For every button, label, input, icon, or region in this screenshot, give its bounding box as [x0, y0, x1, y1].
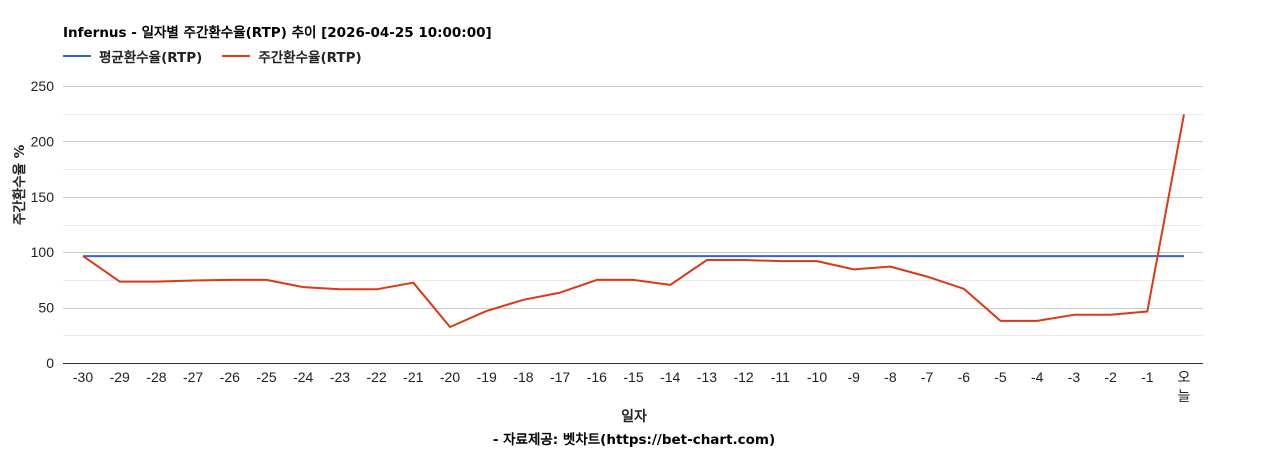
x-tick-label: -20: [440, 369, 460, 385]
x-tick-label: -23: [330, 369, 350, 385]
x-tick-label: -29: [110, 369, 130, 385]
x-tick-label: -1: [1141, 369, 1154, 385]
weekly-rtp-line[interactable]: [82, 114, 1185, 328]
legend-label: 평균환수율(RTP): [99, 50, 203, 66]
x-tick-label: -18: [513, 369, 533, 385]
x-tick-label: 오: [1178, 369, 1191, 385]
x-tick-label: -15: [623, 369, 643, 385]
y-tick-label: 100: [31, 244, 55, 260]
y-tick-label: 0: [46, 355, 54, 371]
x-tick-label: 늘: [1178, 388, 1191, 404]
x-tick-label: -3: [1068, 369, 1081, 385]
x-tick-label: -27: [183, 369, 203, 385]
x-tick-label: -12: [733, 369, 753, 385]
x-tick-label: -5: [994, 369, 1007, 385]
x-tick-label: -7: [921, 369, 934, 385]
series-lines: [82, 114, 1185, 328]
y-tick-label: 50: [38, 300, 54, 316]
x-tick-label: -30: [73, 369, 93, 385]
legend-swatch-blue-line-icon: [63, 55, 91, 57]
x-tick-label: -8: [884, 369, 897, 385]
y-tick-label: 250: [31, 78, 55, 94]
x-tick-label: -19: [477, 369, 497, 385]
x-axis-ticks: -30 -29 -28 -27 -26 -25 -24 -23 -22 -21 -20 -19 -18 -…: [73, 369, 1191, 404]
x-tick-label: -2: [1104, 369, 1117, 385]
x-tick-label: -26: [220, 369, 240, 385]
x-tick-label: -11: [771, 369, 790, 385]
y-tick-label: 200: [31, 133, 55, 149]
legend-label: 주간환수율(RTP): [258, 50, 362, 66]
y-axis-ticks: 0 50 100 150 200 250: [31, 78, 55, 371]
x-tick-label: -16: [587, 369, 607, 385]
gridlines: [63, 86, 1203, 336]
data-source-credit: - 자료제공: 벳차트(https://bet-chart.com): [492, 432, 776, 448]
x-tick-label: -28: [146, 369, 166, 385]
x-tick-label: -22: [366, 369, 386, 385]
legend-item-weekly-rtp[interactable]: 주간환수율(RTP): [222, 46, 362, 66]
chart-legend: 평균환수율(RTP) 주간환수율(RTP): [63, 46, 382, 66]
x-tick-label: -17: [550, 369, 570, 385]
legend-item-average-rtp[interactable]: 평균환수율(RTP): [63, 46, 202, 66]
chart-title: Infernus - 일자별 주간환수율(RTP) 추이 [2026-04-25…: [63, 25, 492, 41]
x-tick-label: -4: [1031, 369, 1044, 385]
legend-swatch-red-line-icon: [222, 55, 251, 57]
x-tick-label: -6: [958, 369, 971, 385]
x-tick-label: -10: [807, 369, 827, 385]
x-tick-label: -25: [256, 369, 276, 385]
x-axis-title: 일자: [621, 409, 647, 425]
x-tick-label: -13: [697, 369, 717, 385]
x-tick-label: -14: [660, 369, 680, 385]
x-tick-label: -24: [293, 369, 313, 385]
x-tick-label: -9: [847, 369, 860, 385]
y-tick-label: 150: [31, 189, 55, 205]
x-tick-label: -21: [403, 369, 423, 385]
